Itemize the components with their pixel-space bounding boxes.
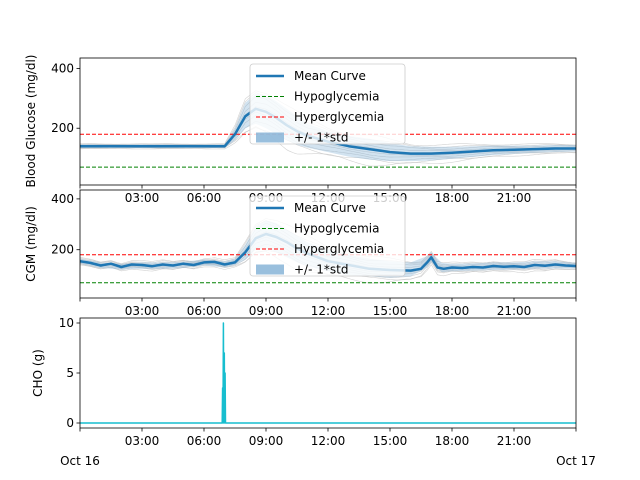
cho-y-ticks: 0 5 10 xyxy=(59,316,80,430)
legend-label: Hypoglycemia xyxy=(294,90,380,104)
cgm-y-ticks: 200 400 xyxy=(51,192,80,257)
cgm-y-label: CGM (mg/dl) xyxy=(24,206,38,282)
x-tick-label: 12:00 xyxy=(311,434,346,448)
cho-x-ticks: 03:00 06:00 09:00 12:00 15:00 18:00 21:00 xyxy=(79,428,577,448)
legend-box xyxy=(249,63,406,145)
legend-swatch-std xyxy=(256,132,284,143)
x-tick-label: 03:00 xyxy=(125,304,160,318)
blood-glucose-std-band xyxy=(80,93,576,162)
y-tick-label: 400 xyxy=(51,61,74,75)
x-tick-label: 18:00 xyxy=(435,191,470,205)
date-label-end: Oct 17 xyxy=(556,454,596,468)
x-tick-label: 09:00 xyxy=(249,304,284,318)
x-tick-label: 15:00 xyxy=(373,434,408,448)
cho-line xyxy=(80,322,576,424)
x-tick-label: 21:00 xyxy=(497,304,532,318)
x-tick-label: 15:00 xyxy=(373,304,408,318)
x-tick-label: 21:00 xyxy=(497,434,532,448)
x-tick-label: 06:00 xyxy=(187,191,222,205)
y-tick-label: 200 xyxy=(51,121,74,135)
blood-glucose-y-label: Blood Glucose (mg/dl) xyxy=(24,55,38,188)
y-tick-label: 400 xyxy=(51,192,74,206)
legend-label: Hypoglycemia xyxy=(294,222,380,236)
x-tick-label: 03:00 xyxy=(125,191,160,205)
legend-label: Hyperglycemia xyxy=(294,242,384,256)
cgm-legend: Mean Curve Hypoglycemia Hyperglycemia +/- 1… xyxy=(249,195,406,277)
x-tick-label: 06:00 xyxy=(187,304,222,318)
std-band-area xyxy=(80,93,576,162)
cgm-panel: 200 400 03:00 06:00 09:00 12:00 15:00 18:00 21:… xyxy=(24,189,577,318)
patient-trace xyxy=(80,126,576,167)
y-tick-label: 5 xyxy=(66,366,74,380)
cho-series-line xyxy=(80,322,576,424)
blood-glucose-y-ticks: 200 400 xyxy=(51,61,80,135)
x-tick-label: 12:00 xyxy=(311,304,346,318)
x-tick-label: 18:00 xyxy=(435,434,470,448)
patient-trace xyxy=(80,120,576,161)
legend-label: Mean Curve xyxy=(294,201,366,215)
date-label-start: Oct 16 xyxy=(60,454,100,468)
legend-label: +/- 1*std xyxy=(294,131,348,145)
y-tick-label: 10 xyxy=(59,316,74,330)
y-tick-label: 0 xyxy=(66,416,74,430)
x-tick-label: 21:00 xyxy=(497,191,532,205)
x-tick-label: 09:00 xyxy=(249,434,284,448)
y-tick-label: 200 xyxy=(51,243,74,257)
x-tick-label: 06:00 xyxy=(187,434,222,448)
legend-label: +/- 1*std xyxy=(294,263,348,277)
blood-glucose-legend: Mean Curve Hypoglycemia Hyperglycemia +/- 1… xyxy=(249,63,406,145)
legend-swatch-std xyxy=(256,264,284,275)
cgm-x-ticks: 03:00 06:00 09:00 12:00 15:00 18:00 21:00 xyxy=(79,298,577,318)
legend-label: Hyperglycemia xyxy=(294,110,384,124)
legend-label: Mean Curve xyxy=(294,69,366,83)
x-tick-label: 03:00 xyxy=(125,434,160,448)
cho-panel: 0 5 10 03:00 06:00 09:00 12:00 15:00 18:00 21:00… xyxy=(31,316,596,468)
x-tick-label: 18:00 xyxy=(435,304,470,318)
legend-box xyxy=(249,195,406,277)
cho-y-label: CHO (g) xyxy=(31,349,45,397)
